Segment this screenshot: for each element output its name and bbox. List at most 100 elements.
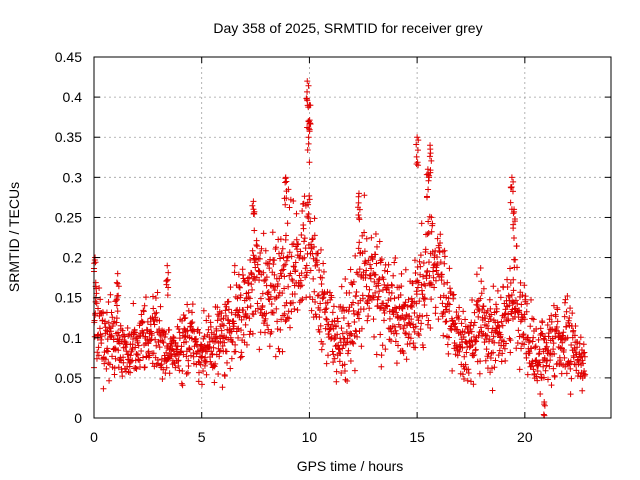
data-point xyxy=(91,317,98,324)
data-point xyxy=(261,277,268,284)
data-point xyxy=(366,286,373,293)
data-point xyxy=(260,230,267,237)
data-point xyxy=(567,391,574,398)
data-point xyxy=(464,377,471,384)
data-point xyxy=(533,325,540,332)
data-point xyxy=(519,292,526,299)
data-point xyxy=(274,318,281,325)
data-point xyxy=(198,381,205,388)
data-point xyxy=(238,327,245,334)
data-point xyxy=(323,305,330,312)
data-point xyxy=(535,336,542,343)
data-point xyxy=(422,282,429,289)
data-point xyxy=(280,266,287,273)
data-point xyxy=(96,325,103,332)
data-point xyxy=(510,210,517,217)
data-point xyxy=(528,363,535,370)
data-point xyxy=(391,323,398,330)
data-point xyxy=(333,322,340,329)
data-point xyxy=(114,270,121,277)
data-point xyxy=(507,279,514,286)
data-point xyxy=(260,269,267,276)
data-point xyxy=(516,366,523,373)
data-point xyxy=(388,337,395,344)
data-point xyxy=(140,307,147,314)
data-point xyxy=(112,355,119,362)
data-point xyxy=(425,186,432,193)
data-point xyxy=(539,319,546,326)
data-point xyxy=(235,271,242,278)
data-point xyxy=(161,334,168,341)
x-axis-label: GPS time / hours xyxy=(297,458,404,474)
data-point xyxy=(211,338,218,345)
data-point xyxy=(256,255,263,262)
data-point xyxy=(512,305,519,312)
data-point xyxy=(506,335,513,342)
data-point xyxy=(170,347,177,354)
data-point xyxy=(247,257,254,264)
data-point xyxy=(185,362,192,369)
data-point xyxy=(421,296,428,303)
data-point xyxy=(435,316,442,323)
data-point xyxy=(256,277,263,284)
data-point xyxy=(534,367,541,374)
data-point xyxy=(421,301,428,308)
data-point xyxy=(295,241,302,248)
data-point xyxy=(398,283,405,290)
data-point xyxy=(507,199,514,206)
data-point xyxy=(344,350,351,357)
data-point xyxy=(163,277,170,284)
data-point xyxy=(413,160,420,167)
data-point xyxy=(567,365,574,372)
data-point xyxy=(218,310,225,317)
data-point xyxy=(288,253,295,260)
data-point xyxy=(405,296,412,303)
data-point xyxy=(210,362,217,369)
data-point xyxy=(254,261,261,268)
data-point xyxy=(445,350,452,357)
data-point xyxy=(281,310,288,317)
data-point xyxy=(165,269,172,276)
data-point xyxy=(411,257,418,264)
data-point xyxy=(425,218,432,225)
data-point xyxy=(444,341,451,348)
data-point xyxy=(275,292,282,299)
data-point xyxy=(142,294,149,301)
data-point xyxy=(495,352,502,359)
data-point xyxy=(304,88,311,95)
data-point xyxy=(375,276,382,283)
data-point xyxy=(569,310,576,317)
data-point xyxy=(239,266,246,273)
data-point xyxy=(193,335,200,342)
data-point xyxy=(316,267,323,274)
data-point xyxy=(206,338,213,345)
data-point xyxy=(280,262,287,269)
data-point xyxy=(307,267,314,274)
data-point xyxy=(580,350,587,357)
data-point xyxy=(563,308,570,315)
data-point xyxy=(97,296,104,303)
data-point xyxy=(505,317,512,324)
data-point xyxy=(208,348,215,355)
data-point xyxy=(176,329,183,336)
data-point xyxy=(121,333,128,340)
data-point xyxy=(528,345,535,352)
data-point xyxy=(483,346,490,353)
data-point xyxy=(343,328,350,335)
data-point xyxy=(364,299,371,306)
data-point xyxy=(213,327,220,334)
data-point xyxy=(114,329,121,336)
data-point xyxy=(548,312,555,319)
data-point xyxy=(370,294,377,301)
data-point xyxy=(376,238,383,245)
data-point xyxy=(282,261,289,268)
data-point xyxy=(256,346,263,353)
data-point xyxy=(361,229,368,236)
data-point xyxy=(511,206,518,213)
data-point xyxy=(338,325,345,332)
data-point xyxy=(212,360,219,367)
data-point xyxy=(380,276,387,283)
data-point xyxy=(476,370,483,377)
data-point xyxy=(141,302,148,309)
data-point xyxy=(248,281,255,288)
